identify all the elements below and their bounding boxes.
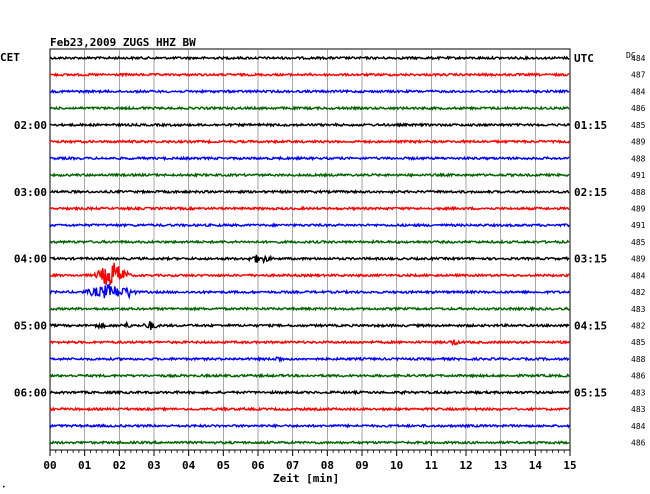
seismic-trace bbox=[49, 205, 570, 212]
seismic-trace bbox=[49, 423, 570, 429]
x-tick-label: 09 bbox=[355, 459, 368, 472]
seismic-trace bbox=[49, 284, 570, 300]
dc-value: 484 bbox=[631, 54, 646, 63]
left-time-labels: 02:00 03:00 04:00 05:00 06:00 bbox=[14, 119, 47, 400]
x-tick-label: 06 bbox=[251, 459, 265, 472]
right-time-label: 05:15 bbox=[574, 386, 607, 399]
seismic-trace bbox=[49, 138, 570, 145]
dc-value: 484 bbox=[631, 271, 646, 280]
x-tick-label: 14 bbox=[529, 459, 543, 472]
seismic-trace bbox=[49, 122, 570, 128]
seismic-trace bbox=[49, 262, 570, 286]
dc-value: 488 bbox=[631, 355, 646, 364]
dc-value: 485 bbox=[631, 338, 646, 347]
x-tick-label: 02 bbox=[113, 459, 126, 472]
x-tick-label: 10 bbox=[390, 459, 403, 472]
dc-values: 484 487 484 486 485 489 488 491 488 489 491 485 489 4… bbox=[631, 54, 646, 448]
left-time-label: 02:00 bbox=[14, 119, 47, 132]
dc-value: 486 bbox=[631, 372, 646, 381]
dc-value: 486 bbox=[631, 104, 646, 113]
dc-value: 482 bbox=[631, 322, 646, 331]
seismic-trace bbox=[49, 355, 570, 363]
x-axis-label: Zeit [min] bbox=[273, 472, 339, 485]
left-timezone-label: CET bbox=[0, 51, 20, 64]
seismic-trace bbox=[49, 372, 570, 379]
dc-value: 485 bbox=[631, 121, 646, 130]
seismic-trace bbox=[49, 54, 570, 61]
chart-title: Feb23,2009 ZUGS HHZ BW bbox=[50, 36, 196, 49]
x-axis: 00 01 02 03 04 05 06 07 08 09 10 11 12 13 14 15 bbox=[43, 450, 577, 472]
dc-value: 483 bbox=[631, 305, 646, 314]
seismic-trace bbox=[49, 222, 570, 229]
dc-value: 485 bbox=[631, 238, 646, 247]
dc-header-label: DC bbox=[626, 51, 636, 60]
dc-value: 484 bbox=[631, 422, 646, 431]
x-tick-label: 04 bbox=[182, 459, 196, 472]
dc-value: 489 bbox=[631, 138, 646, 147]
x-tick-label: 11 bbox=[425, 459, 439, 472]
dc-value: 489 bbox=[631, 204, 646, 213]
seismic-trace bbox=[49, 305, 570, 312]
seismic-trace bbox=[49, 320, 570, 331]
seismic-trace bbox=[49, 389, 570, 396]
x-tick-label: 07 bbox=[286, 459, 299, 472]
dc-value: 484 bbox=[631, 87, 646, 96]
dc-value: 488 bbox=[631, 188, 646, 197]
seismic-trace bbox=[49, 172, 570, 179]
right-time-label: UTC bbox=[574, 52, 594, 65]
seismic-trace bbox=[49, 339, 570, 347]
dc-value: 487 bbox=[631, 71, 646, 80]
x-tick-label: 12 bbox=[459, 459, 472, 472]
dc-value: 483 bbox=[631, 388, 646, 397]
x-tick-label: 01 bbox=[78, 459, 92, 472]
seismic-traces bbox=[49, 54, 570, 446]
grid-lines bbox=[49, 48, 571, 451]
dc-value: 491 bbox=[631, 171, 646, 180]
dc-value: 488 bbox=[631, 154, 646, 163]
right-time-label: 04:15 bbox=[574, 320, 607, 333]
dc-value: 489 bbox=[631, 255, 646, 264]
left-time-label: 05:00 bbox=[14, 320, 47, 333]
right-time-label: 02:15 bbox=[574, 186, 607, 199]
x-tick-label: 08 bbox=[321, 459, 334, 472]
right-time-labels: UTC 01:15 02:15 03:15 04:15 05:15 bbox=[574, 52, 607, 399]
right-time-label: 01:15 bbox=[574, 119, 607, 132]
x-tick-label: 15 bbox=[563, 459, 576, 472]
dc-value: 486 bbox=[631, 439, 646, 448]
corner-mark: • bbox=[2, 484, 6, 491]
seismic-trace bbox=[49, 71, 570, 78]
seismic-trace bbox=[49, 105, 570, 112]
left-time-label: 03:00 bbox=[14, 186, 47, 199]
seismic-trace bbox=[49, 88, 570, 95]
seismic-trace bbox=[49, 406, 570, 413]
left-time-label: 06:00 bbox=[14, 386, 47, 399]
right-time-label: 03:15 bbox=[574, 253, 607, 266]
dc-value: 483 bbox=[631, 405, 646, 414]
seismic-trace bbox=[49, 188, 570, 195]
seismic-trace bbox=[49, 238, 570, 245]
x-tick-label: 03 bbox=[147, 459, 160, 472]
seismic-trace bbox=[49, 155, 570, 162]
dc-value: 491 bbox=[631, 221, 646, 230]
seismic-trace bbox=[49, 254, 570, 265]
left-time-label: 04:00 bbox=[14, 253, 47, 266]
x-tick-label: 05 bbox=[217, 459, 230, 472]
seismic-trace bbox=[49, 439, 570, 446]
dc-value: 482 bbox=[631, 288, 646, 297]
x-tick-label: 13 bbox=[494, 459, 507, 472]
x-tick-label: 00 bbox=[43, 459, 56, 472]
